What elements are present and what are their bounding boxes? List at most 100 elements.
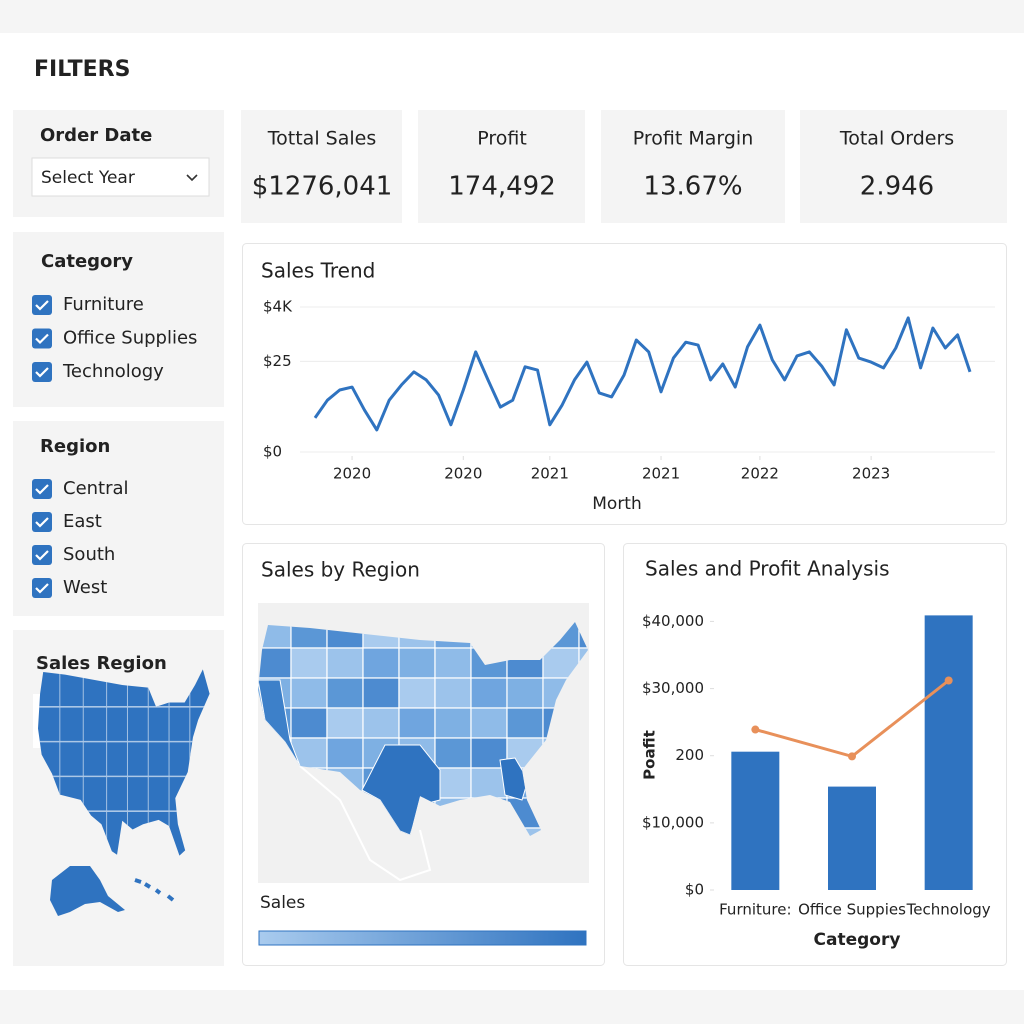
kpi-value: 2.946	[860, 172, 934, 202]
checkbox[interactable]	[32, 479, 52, 499]
filters-title: FILTERS	[34, 57, 130, 82]
filter-label: Category	[41, 251, 133, 272]
map-region	[362, 707, 400, 739]
kpi-value: $1276,041	[252, 172, 393, 202]
map-region	[470, 677, 508, 709]
checkbox[interactable]	[32, 578, 52, 598]
x-tick-label: 2020	[444, 465, 482, 483]
y-tick-label: $30,000	[642, 679, 704, 697]
map-region	[398, 707, 436, 739]
map-region	[326, 707, 364, 739]
map-region	[326, 647, 364, 679]
kpi-label: Total Orders	[839, 128, 954, 150]
check-icon	[35, 550, 49, 561]
kpi-card	[800, 110, 1007, 223]
check-icon	[35, 484, 49, 495]
checkbox-label: South	[63, 544, 115, 565]
kpi-label: Tottal Sales	[267, 128, 376, 150]
y-tick-label: $40,000	[642, 612, 704, 630]
map-region	[506, 677, 544, 709]
kpi-card	[418, 110, 585, 223]
profit-point	[944, 676, 953, 685]
x-tick-label: Technology	[906, 901, 991, 919]
mexico-border	[299, 765, 432, 882]
trend-line	[313, 316, 972, 432]
map-region	[290, 707, 328, 739]
map-region	[362, 647, 400, 679]
x-axis-title: Category	[814, 930, 901, 950]
year-select[interactable]	[31, 157, 210, 197]
checkbox-label: Central	[63, 478, 129, 499]
panel-title: Sales by Region	[261, 558, 420, 582]
checkbox[interactable]	[32, 295, 52, 315]
map-region	[499, 757, 529, 801]
combo-panel	[623, 543, 1007, 966]
check-icon	[35, 300, 49, 311]
x-tick-label: 2022	[741, 465, 779, 483]
y-tick-label: $25	[263, 352, 292, 370]
y-tick-label: 200	[675, 746, 704, 764]
filter-label: Region	[40, 436, 110, 457]
checkbox[interactable]	[32, 512, 52, 532]
check-icon	[35, 367, 49, 378]
small-map	[38, 669, 210, 916]
profit-point	[751, 725, 760, 734]
kpi-card	[241, 110, 402, 223]
map-region	[290, 677, 328, 709]
filter-label: Order Date	[40, 125, 152, 146]
map-region	[470, 707, 508, 739]
x-tick-label: 2021	[642, 465, 680, 483]
check-icon	[35, 517, 49, 528]
kpi-label: Profit Margin	[633, 128, 754, 150]
panel-title: Sales Trend	[261, 259, 375, 283]
map-region	[362, 677, 400, 709]
map-region	[434, 737, 472, 769]
kpi-label: Profit	[477, 128, 527, 150]
profit-point	[848, 752, 856, 761]
checkbox-label: Furniture	[63, 294, 144, 315]
x-tick-label: Furniture:	[719, 901, 791, 919]
map-region	[258, 679, 301, 767]
x-tick-label: 2023	[852, 465, 890, 483]
check-icon	[35, 583, 49, 594]
kpi-value: 174,492	[448, 172, 556, 202]
small-us-map	[38, 669, 210, 856]
x-tick-label: 2021	[531, 465, 569, 483]
color-legend	[258, 930, 587, 946]
y-tick-label: $4K	[263, 298, 293, 316]
checkbox[interactable]	[32, 328, 52, 349]
y-tick-label: $0	[263, 443, 282, 461]
bar	[924, 615, 973, 890]
hawaii	[134, 878, 175, 902]
map-region	[326, 677, 364, 709]
map-region	[290, 647, 328, 679]
checkbox-label: East	[63, 511, 102, 532]
checkbox[interactable]	[32, 362, 52, 382]
trend-panel	[242, 243, 1007, 525]
chevron	[186, 174, 198, 182]
filter-label: Sales Region	[36, 653, 167, 674]
check-icon	[35, 333, 49, 345]
select-text: Select Year	[41, 168, 135, 188]
bar	[828, 786, 876, 890]
y-axis-title: Poafit	[641, 730, 659, 780]
map-region	[434, 677, 472, 709]
y-tick-label: $0	[685, 881, 704, 899]
map-region	[398, 677, 436, 709]
map-region	[326, 737, 364, 769]
kpi-card	[601, 110, 785, 223]
checkbox-label: Technology	[62, 361, 164, 382]
alaska	[50, 866, 125, 916]
checkbox-label: West	[63, 577, 107, 598]
map-region	[506, 707, 544, 739]
map-region	[434, 647, 472, 679]
checkbox[interactable]	[32, 545, 52, 565]
checkbox-label: Office Supplies	[63, 328, 197, 349]
x-tick-label: Office Suppies	[798, 901, 906, 919]
map-region	[434, 707, 472, 739]
x-axis-title: Morth	[592, 494, 642, 514]
y-tick-label: $10,000	[642, 813, 704, 831]
panel-title: Sales and Profit Analysis	[645, 557, 890, 581]
map-region	[398, 647, 436, 679]
x-tick-label: 2020	[333, 465, 371, 483]
